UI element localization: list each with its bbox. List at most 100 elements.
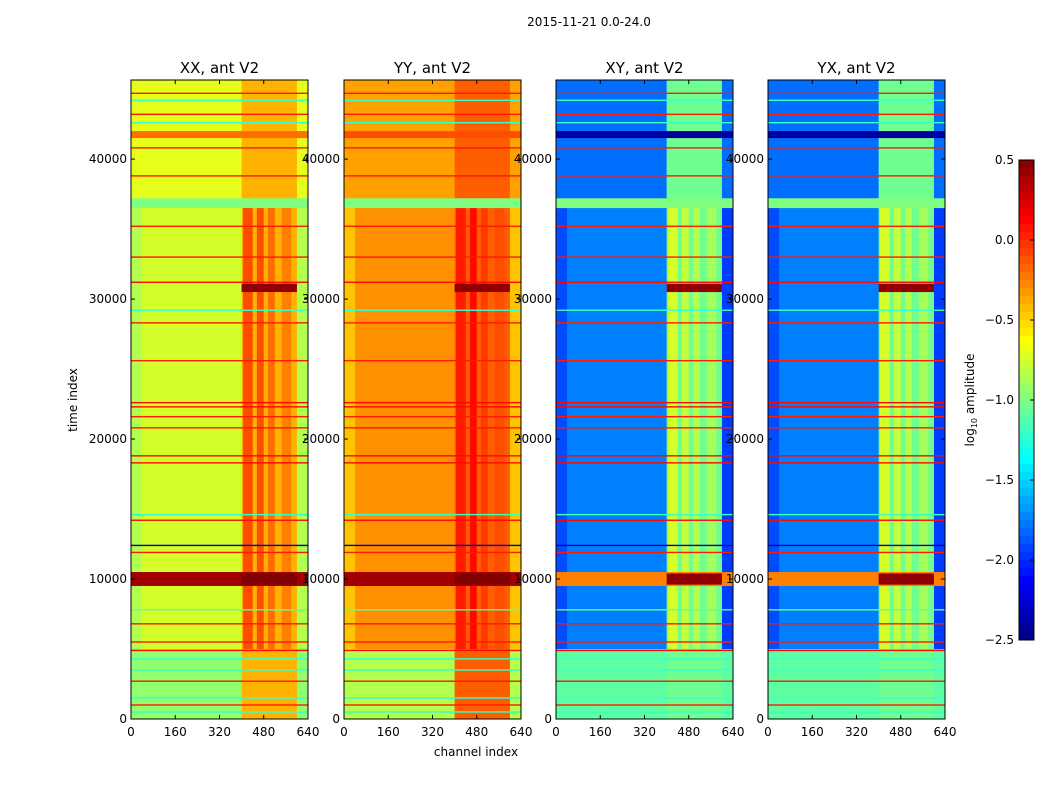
- colorbar-segment: [1019, 408, 1034, 417]
- rfi-line: [556, 415, 733, 418]
- panel-title: YY, ant V2: [393, 59, 471, 77]
- x-tick-label: 320: [208, 725, 231, 739]
- y-tick-label: 20000: [302, 432, 340, 446]
- rfi-line: [768, 256, 945, 258]
- heatmap-region: [131, 131, 308, 139]
- colorbar-segment: [1019, 200, 1034, 209]
- colorbar-segment: [1019, 416, 1034, 425]
- x-tick-label: 320: [421, 725, 444, 739]
- colorbar-segment: [1019, 504, 1034, 513]
- rfi-line: [344, 704, 521, 706]
- colorbar-segment: [1019, 208, 1034, 217]
- heatmap-region: [556, 198, 733, 209]
- x-tick-label: 640: [934, 725, 957, 739]
- colorbar-segment: [1019, 632, 1034, 641]
- rfi-line: [556, 658, 733, 660]
- x-tick-label: 320: [633, 725, 656, 739]
- colorbar-segment: [1019, 496, 1034, 505]
- colorbar-segment: [1019, 376, 1034, 385]
- rfi-line: [556, 92, 733, 94]
- colorbar-segment: [1019, 256, 1034, 265]
- rfi-line: [556, 175, 733, 177]
- rfi-line: [556, 401, 733, 404]
- suptitle: 2015-11-21 0.0-24.0: [527, 15, 651, 29]
- heatmap-region: [692, 201, 700, 650]
- colorbar-segment: [1019, 536, 1034, 545]
- rfi-line: [768, 147, 945, 149]
- rfi-line: [131, 99, 308, 101]
- rfi-line: [344, 406, 521, 408]
- heatmap-region: [454, 283, 510, 293]
- y-tick-label: 0: [544, 712, 552, 726]
- colorbar-segment: [1019, 568, 1034, 577]
- rfi-line: [768, 92, 945, 94]
- rfi-line: [131, 641, 308, 643]
- colorbar-segment: [1019, 168, 1034, 177]
- panel-title: YX, ant V2: [816, 59, 895, 77]
- heatmap-region: [556, 131, 733, 139]
- rfi-line: [131, 256, 308, 258]
- heatmap-region: [344, 201, 356, 650]
- rfi-line: [768, 455, 945, 457]
- heatmap-region: [721, 201, 733, 650]
- rfi-line: [556, 680, 733, 682]
- heatmap-region: [933, 201, 945, 650]
- colorbar-segment: [1019, 440, 1034, 449]
- x-tick-label: 160: [589, 725, 612, 739]
- colorbar-tick-label: −1.5: [985, 473, 1014, 487]
- rfi-line: [768, 649, 945, 652]
- rfi-line: [131, 113, 308, 115]
- rfi-line: [768, 225, 945, 227]
- colorbar-segment: [1019, 384, 1034, 393]
- y-tick-label: 20000: [89, 432, 127, 446]
- rfi-line: [556, 697, 733, 699]
- heatmap-region: [243, 201, 253, 650]
- y-tick-label: 30000: [89, 292, 127, 306]
- colorbar-segment: [1019, 352, 1034, 361]
- rfi-line: [556, 513, 733, 516]
- rfi-line: [131, 175, 308, 177]
- heatmap-region: [456, 201, 466, 650]
- rfi-line: [556, 225, 733, 227]
- rfi-line: [768, 175, 945, 177]
- colorbar-segment: [1019, 552, 1034, 561]
- rfi-line: [344, 519, 521, 521]
- rfi-line: [131, 225, 308, 227]
- colorbar-segment: [1019, 392, 1034, 401]
- rfi-line: [768, 623, 945, 625]
- colorbar-segment: [1019, 600, 1034, 609]
- colorbar-segment: [1019, 360, 1034, 369]
- rfi-line: [344, 711, 521, 713]
- rfi-line: [131, 697, 308, 699]
- rfi-line: [344, 121, 521, 124]
- x-tick-label: 480: [889, 725, 912, 739]
- rfi-line: [131, 121, 308, 124]
- rfi-line: [768, 322, 945, 324]
- rfi-line: [131, 455, 308, 457]
- heatmap-region: [281, 201, 292, 650]
- rfi-line: [768, 680, 945, 682]
- rfi-line: [131, 147, 308, 149]
- heatmap-region: [131, 198, 308, 209]
- panel-yx: YX, ant V2 0 160 320 480 640 0 10000 20000 30000 4…: [726, 59, 957, 739]
- colorbar-segment: [1019, 320, 1034, 329]
- rfi-line: [344, 609, 521, 611]
- heatmap-region: [454, 573, 510, 585]
- colorbar-segment: [1019, 448, 1034, 457]
- rfi-line: [131, 551, 308, 554]
- rfi-line: [768, 519, 945, 521]
- heatmap-region: [666, 283, 722, 293]
- rfi-line: [556, 711, 733, 713]
- rfi-line: [556, 309, 733, 311]
- y-tick-label: 20000: [514, 432, 552, 446]
- rfi-line: [131, 415, 308, 418]
- rfi-line: [556, 281, 733, 283]
- rfi-line: [344, 513, 521, 516]
- rfi-line: [556, 121, 733, 124]
- rfi-line: [131, 322, 308, 324]
- x-tick-label: 480: [677, 725, 700, 739]
- rfi-line: [556, 704, 733, 706]
- colorbar-segment: [1019, 528, 1034, 537]
- rfi-line: [768, 359, 945, 362]
